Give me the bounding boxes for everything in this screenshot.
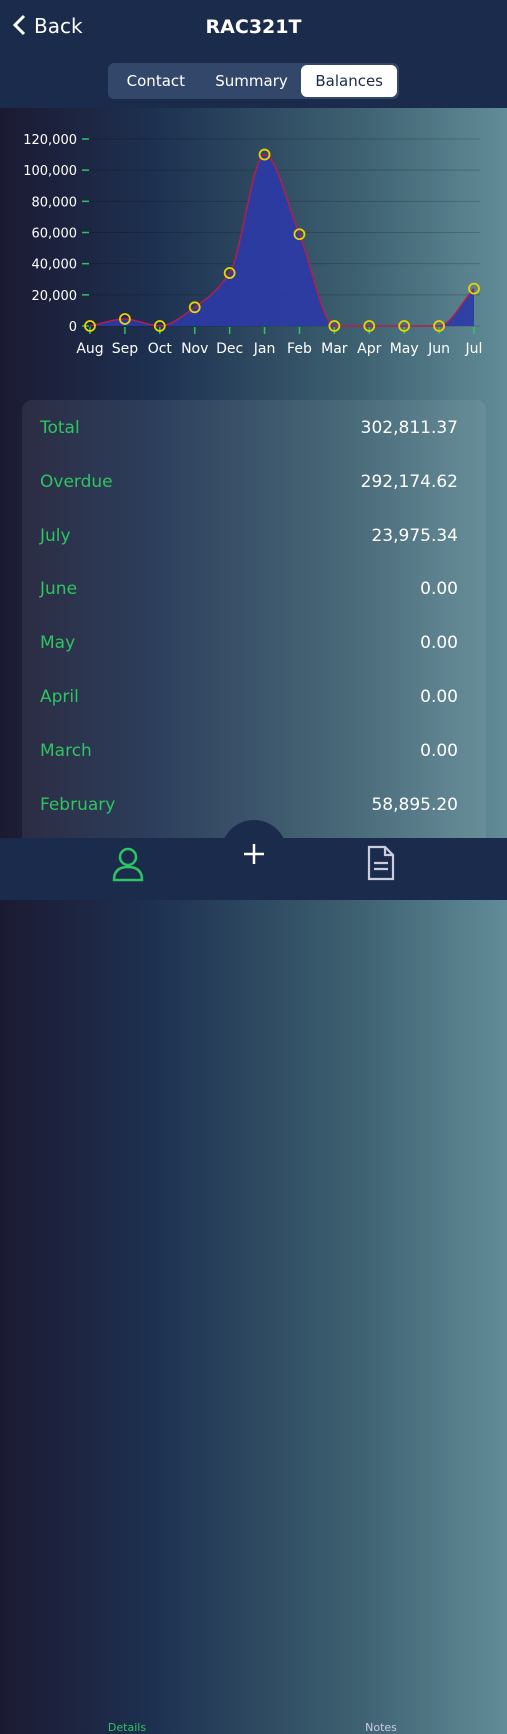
balances-card: Total 302,811.37 Overdue 292,174.62 July 23,9…: [22, 400, 486, 860]
marker: [398, 320, 411, 332]
marker: [188, 301, 201, 314]
marker: [153, 320, 166, 332]
x-tick-label: Oct: [148, 341, 173, 357]
balance-row: Overdue 292,174.62: [40, 467, 458, 497]
plus-icon: [244, 844, 264, 864]
back-label: Back: [34, 14, 83, 38]
balance-label: July: [40, 525, 71, 546]
y-tick-label: 0: [69, 320, 77, 335]
marker: [258, 148, 271, 161]
balance-value: 23,975.34: [371, 525, 458, 546]
balance-value: 302,811.37: [360, 418, 458, 438]
y-tick-label: 80,000: [32, 195, 78, 210]
x-tick-label: Mar: [321, 341, 348, 357]
marker: [223, 267, 236, 279]
header: Back RAC321T Contact Summary Balances: [0, 0, 507, 108]
balance-row: July 23,975.34: [40, 521, 458, 551]
x-tick-label: May: [390, 341, 419, 357]
x-tick-label: Jan: [253, 341, 276, 357]
chart: 0 20,000 40,000 60,000 80,000 100,000 120,000 A…: [23, 133, 483, 357]
balance-row: March 0.00: [40, 736, 458, 766]
marker: [363, 320, 376, 332]
balance-label: Overdue: [40, 471, 113, 492]
marker: [433, 320, 445, 332]
x-tick-label: Dec: [216, 341, 243, 357]
balance-label: Total: [40, 418, 80, 438]
tab[interactable]: Balances: [301, 65, 398, 97]
y-tick-label: 120,000: [23, 133, 77, 148]
balance-label: June: [40, 579, 78, 600]
line: [89, 153, 475, 327]
balance-row: February 58,895.20: [40, 790, 458, 820]
x-tick-label: Jul: [465, 341, 483, 357]
marker: [468, 282, 480, 295]
balance-value: 0.00: [420, 687, 458, 707]
balance-label: February: [40, 794, 116, 815]
y-tick-label: 20,000: [32, 289, 78, 304]
y-tick-label: 100,000: [23, 164, 77, 179]
x-tick-label: Jun: [427, 341, 450, 357]
balance-label: May: [40, 633, 76, 654]
y-tick-label: 60,000: [32, 227, 78, 242]
marker: [84, 320, 96, 332]
balance-row: April 0.00: [40, 682, 458, 712]
balance-row: Total 302,811.37: [40, 413, 458, 443]
nav-label[interactable]: Details: [107, 1721, 147, 1734]
x-tick-label: Feb: [287, 341, 312, 357]
balance-value: 0.00: [420, 633, 458, 654]
balance-row: June 0.00: [40, 574, 458, 604]
tab[interactable]: Contact: [126, 72, 186, 90]
back-icon: [12, 14, 26, 36]
area: [90, 154, 474, 326]
x-tick-label: Aug: [76, 341, 103, 357]
back-button[interactable]: Back: [12, 14, 83, 38]
balance-label: March: [40, 740, 92, 761]
x-tick-label: Nov: [181, 341, 208, 357]
tab[interactable]: Summary: [215, 72, 288, 90]
title: RAC321T: [205, 16, 302, 38]
x-tick-label: Sep: [112, 341, 139, 357]
balance-row: May 0.00: [40, 628, 458, 658]
balance-value: 0.00: [420, 579, 458, 600]
x-tick-label: Apr: [357, 341, 381, 357]
y-tick-label: 40,000: [32, 258, 78, 273]
marker: [293, 228, 306, 241]
tabs: Contact Summary Balances: [108, 63, 399, 99]
balance-value: 58,895.20: [371, 794, 458, 815]
balance-value: 292,174.62: [360, 471, 458, 492]
balance-label: April: [40, 687, 79, 707]
balance-value: 0.00: [420, 740, 458, 761]
notes-icon[interactable]: [366, 845, 396, 881]
nav-label[interactable]: Notes: [365, 1721, 397, 1734]
add-button[interactable]: [221, 820, 287, 886]
details-icon[interactable]: [111, 846, 145, 882]
marker: [119, 313, 131, 325]
marker: [328, 320, 341, 332]
